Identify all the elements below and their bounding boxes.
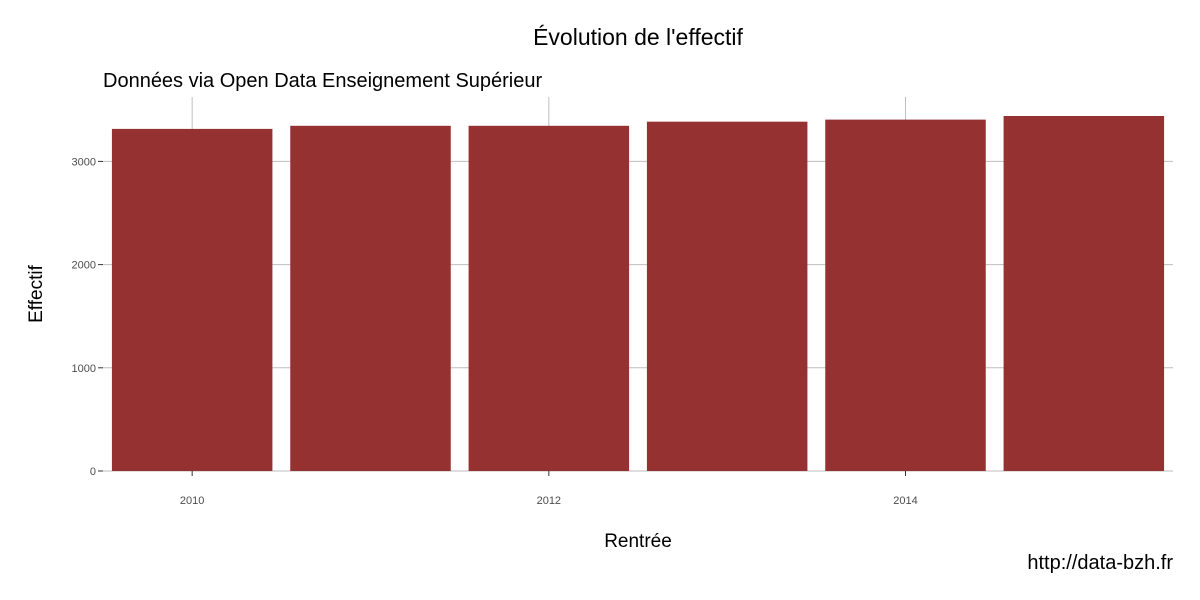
bar bbox=[646, 121, 808, 471]
bars bbox=[111, 116, 1165, 472]
y-tick-label: 0 bbox=[90, 466, 96, 478]
x-tick-label: 2014 bbox=[893, 495, 917, 507]
bar bbox=[825, 119, 986, 472]
axis-ticks: 0 1000 2000 3000 2010 2012 2014 bbox=[72, 156, 918, 507]
y-tick-label: 2000 bbox=[72, 260, 96, 272]
y-tick-label: 1000 bbox=[72, 363, 96, 375]
x-tick-label: 2010 bbox=[180, 495, 204, 507]
y-tick-label: 3000 bbox=[72, 156, 96, 168]
bar bbox=[290, 125, 451, 472]
bar bbox=[111, 128, 273, 471]
chart-subtitle: Données via Open Data Enseignement Supér… bbox=[103, 70, 543, 92]
bar bbox=[1003, 116, 1165, 471]
x-axis-title: Rentrée bbox=[604, 531, 672, 552]
chart-caption: http://data-bzh.fr bbox=[1027, 552, 1173, 574]
y-axis-title: Effectif bbox=[26, 264, 47, 322]
chart-title: Évolution de l'effectif bbox=[533, 24, 743, 50]
bar bbox=[468, 125, 630, 472]
x-tick-label: 2012 bbox=[537, 495, 561, 507]
